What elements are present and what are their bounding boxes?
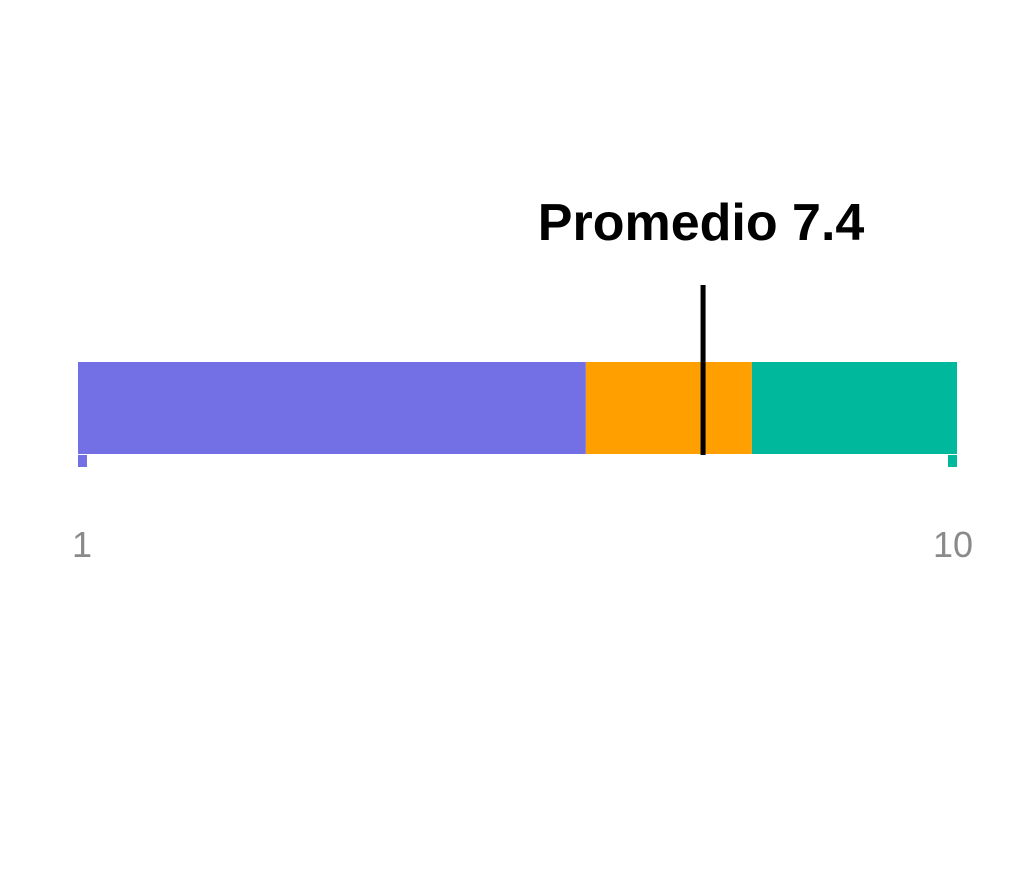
bar-segment-2 [585,362,752,455]
tick-label-10: 10 [933,524,973,565]
tick-label-1: 1 [72,524,92,565]
scale-axis [78,454,957,467]
bar-segment-1 [78,362,586,455]
bar-segments [78,362,957,455]
average-label: Promedio 7.4 [538,194,865,252]
bar-segment-3 [751,362,957,455]
tick-labels: 1 10 [72,524,973,565]
axis-cap-start [78,455,87,467]
axis-cap-end [948,455,957,467]
